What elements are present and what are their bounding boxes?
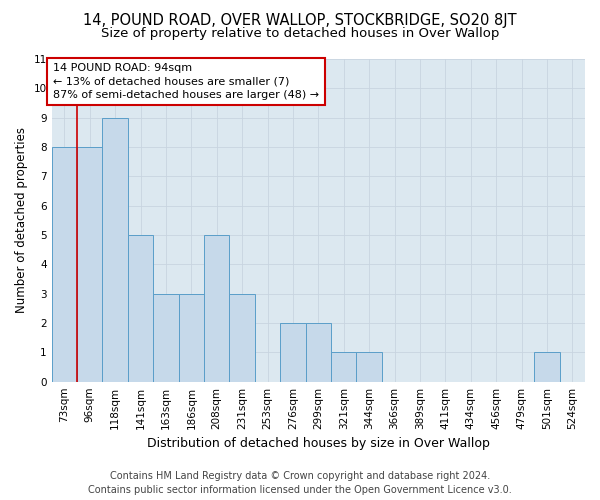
Text: 14, POUND ROAD, OVER WALLOP, STOCKBRIDGE, SO20 8JT: 14, POUND ROAD, OVER WALLOP, STOCKBRIDGE… [83,12,517,28]
Bar [153,294,179,382]
Text: Size of property relative to detached houses in Over Wallop: Size of property relative to detached ho… [101,28,499,40]
Bar [77,147,103,382]
Bar [356,352,382,382]
Text: Contains HM Land Registry data © Crown copyright and database right 2024.
Contai: Contains HM Land Registry data © Crown c… [88,471,512,495]
Text: 14 POUND ROAD: 94sqm
← 13% of detached houses are smaller (7)
87% of semi-detach: 14 POUND ROAD: 94sqm ← 13% of detached h… [53,64,319,100]
Bar [305,323,331,382]
Bar [204,235,229,382]
Bar [179,294,204,382]
Bar [128,235,153,382]
Bar [280,323,305,382]
Bar [52,147,77,382]
X-axis label: Distribution of detached houses by size in Over Wallop: Distribution of detached houses by size … [147,437,490,450]
Bar [331,352,356,382]
Bar [534,352,560,382]
Y-axis label: Number of detached properties: Number of detached properties [15,128,28,314]
Bar [103,118,128,382]
Bar [229,294,255,382]
